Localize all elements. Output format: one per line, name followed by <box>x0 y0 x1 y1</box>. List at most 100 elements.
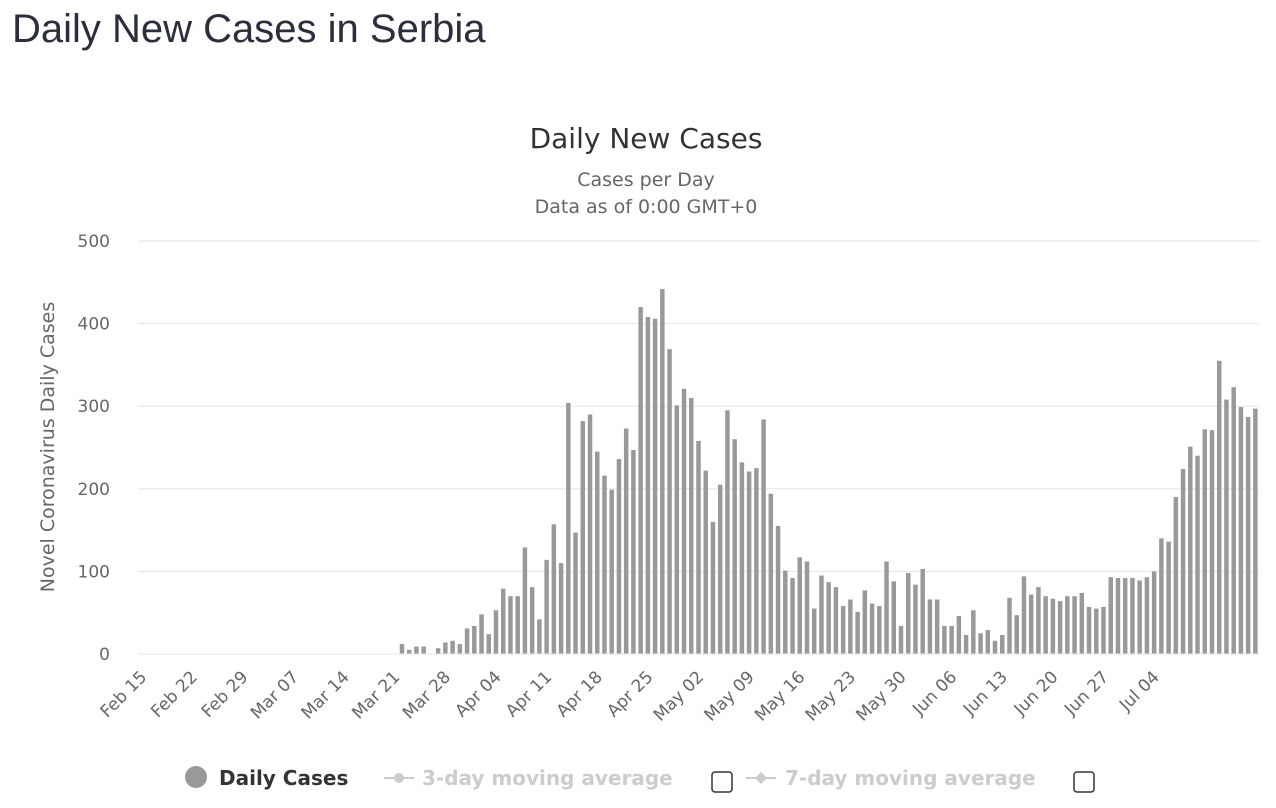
bar[interactable] <box>399 644 405 654</box>
bar[interactable] <box>971 610 976 654</box>
bar[interactable] <box>1079 592 1085 654</box>
bar[interactable] <box>811 608 817 654</box>
bar[interactable] <box>406 649 412 654</box>
bar[interactable] <box>725 410 730 654</box>
bar[interactable] <box>1166 541 1171 654</box>
bar[interactable] <box>1014 615 1019 654</box>
bar[interactable] <box>739 462 745 654</box>
bar[interactable] <box>1101 606 1106 654</box>
bar[interactable] <box>500 588 506 654</box>
bar[interactable] <box>884 561 889 654</box>
bar[interactable] <box>472 625 477 654</box>
bar[interactable] <box>674 405 680 654</box>
bar[interactable] <box>580 421 586 654</box>
bar[interactable] <box>703 470 708 654</box>
bar[interactable] <box>522 547 528 654</box>
bar[interactable] <box>1224 399 1229 654</box>
bar[interactable] <box>949 625 954 654</box>
bar[interactable] <box>1057 601 1063 654</box>
bar[interactable] <box>689 397 694 654</box>
bar[interactable] <box>1159 538 1164 654</box>
bar[interactable] <box>443 642 448 654</box>
bar[interactable] <box>1209 430 1215 654</box>
bar[interactable] <box>1245 416 1251 654</box>
bar[interactable] <box>898 625 904 654</box>
bar[interactable] <box>595 451 600 654</box>
bar[interactable] <box>544 559 549 654</box>
bar[interactable] <box>486 634 491 654</box>
bar[interactable] <box>927 599 933 654</box>
bar[interactable] <box>1144 577 1150 654</box>
bar[interactable] <box>1036 587 1041 654</box>
bar[interactable] <box>421 646 426 654</box>
bar[interactable] <box>587 414 593 654</box>
bar[interactable] <box>1130 578 1135 654</box>
bar[interactable] <box>848 599 853 654</box>
bar[interactable] <box>609 489 614 654</box>
bar[interactable] <box>660 288 665 654</box>
bar[interactable] <box>1188 446 1193 654</box>
bar[interactable] <box>956 616 962 654</box>
bar[interactable] <box>667 349 672 654</box>
bar[interactable] <box>435 648 441 654</box>
bar[interactable] <box>1195 455 1200 654</box>
bar[interactable] <box>566 402 571 654</box>
checkbox-7-day-moving-average[interactable] <box>1073 771 1095 793</box>
bar[interactable] <box>819 575 824 654</box>
bar[interactable] <box>985 630 991 654</box>
bar[interactable] <box>963 635 969 654</box>
bar[interactable] <box>934 599 940 654</box>
bar[interactable] <box>1238 407 1244 654</box>
bar[interactable] <box>1065 596 1070 654</box>
bar[interactable] <box>746 471 752 654</box>
bar[interactable] <box>710 521 716 654</box>
bar[interactable] <box>616 459 622 654</box>
bar[interactable] <box>992 640 998 654</box>
bar[interactable] <box>696 440 701 654</box>
bar[interactable] <box>515 596 520 654</box>
bar[interactable] <box>1050 598 1056 654</box>
bar[interactable] <box>457 644 463 654</box>
bar[interactable] <box>783 570 788 654</box>
bar[interactable] <box>623 428 629 655</box>
bar[interactable] <box>493 610 499 654</box>
bar[interactable] <box>942 625 947 654</box>
bar[interactable] <box>1115 578 1121 654</box>
bar[interactable] <box>840 606 846 654</box>
bar[interactable] <box>1072 596 1077 654</box>
bar[interactable] <box>529 587 535 654</box>
bar[interactable] <box>1122 578 1128 654</box>
bar[interactable] <box>479 614 484 654</box>
bar[interactable] <box>833 587 839 654</box>
bar[interactable] <box>862 590 868 654</box>
bar[interactable] <box>826 582 831 654</box>
bar[interactable] <box>1021 576 1027 654</box>
bar[interactable] <box>1043 596 1048 654</box>
bar[interactable] <box>1151 571 1157 654</box>
bar[interactable] <box>978 633 983 654</box>
bar[interactable] <box>1086 606 1092 654</box>
bar[interactable] <box>920 568 925 654</box>
bar[interactable] <box>891 581 897 654</box>
bar[interactable] <box>1028 594 1034 654</box>
bar[interactable] <box>913 584 918 654</box>
legend-item-3-day-moving-average[interactable]: 3-day moving average <box>384 766 673 790</box>
bar[interactable] <box>877 606 882 654</box>
bar[interactable] <box>1173 497 1179 654</box>
bar[interactable] <box>1094 608 1099 654</box>
bar[interactable] <box>558 563 564 654</box>
bar[interactable] <box>1007 597 1012 654</box>
bar[interactable] <box>804 561 810 654</box>
bar[interactable] <box>905 573 911 654</box>
bar[interactable] <box>1180 468 1186 654</box>
bar[interactable] <box>631 449 636 654</box>
bar[interactable] <box>1253 408 1258 654</box>
bar[interactable] <box>464 628 470 654</box>
bar[interactable] <box>414 646 419 654</box>
legend-item-7-day-moving-average[interactable]: 7-day moving average <box>746 766 1036 790</box>
bar[interactable] <box>602 475 607 654</box>
bar[interactable] <box>652 318 658 654</box>
bar[interactable] <box>638 307 643 654</box>
bar[interactable] <box>551 524 557 654</box>
bar[interactable] <box>797 557 802 654</box>
